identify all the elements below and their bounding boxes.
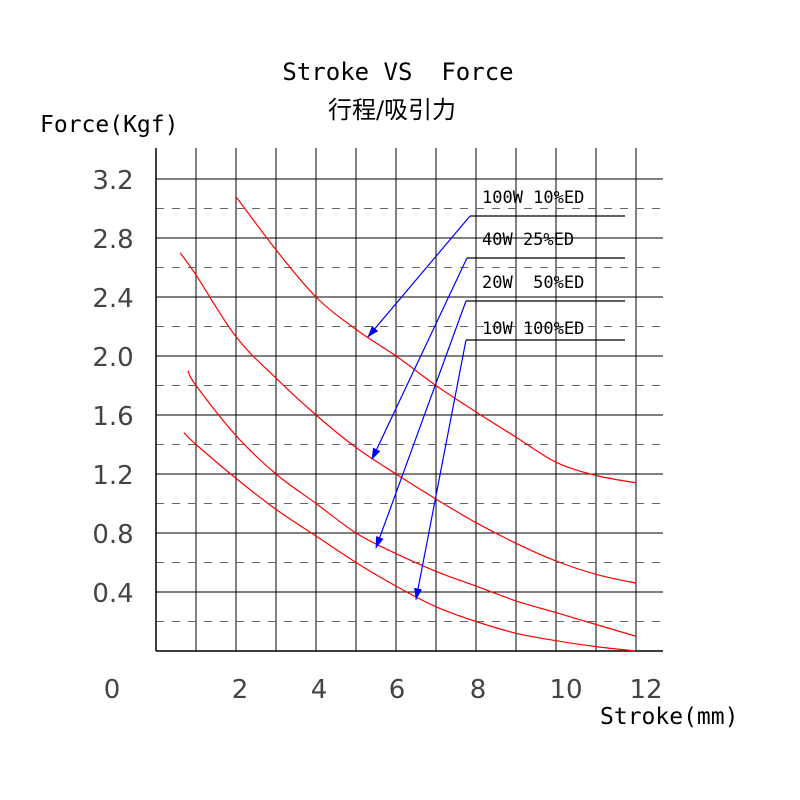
y-tick-label: 1.2	[92, 461, 133, 491]
x-tick-label: 8	[470, 675, 487, 705]
tick-layer: 0.4 0.8 1.2 1.6 2.0 2.4 2.8 3.2 0 2 4 6 8 10 12	[92, 166, 662, 705]
legend-label-4: 10W 100%ED	[482, 319, 584, 339]
curve-layer	[179, 196, 637, 652]
y-tick-label: 2.8	[92, 225, 133, 255]
legend-layer: 100W 10%ED 40W 25%ED 20W 50%ED 10W 100%ED	[367, 188, 625, 601]
grid-layer	[155, 148, 663, 652]
x-tick-label: 6	[389, 675, 406, 705]
legend-arrow-4	[414, 339, 467, 601]
y-tick-label: 2.0	[92, 343, 133, 373]
series-line-2	[179, 252, 637, 584]
series-line-1	[235, 196, 637, 484]
y-tick-label: 0.4	[92, 579, 133, 609]
y-tick-label: 0.8	[92, 520, 133, 550]
x-tick-label: 12	[629, 675, 662, 705]
legend-arrow-1	[367, 215, 471, 338]
chart-title: Stroke VS Force	[282, 58, 513, 86]
series-line-4	[183, 432, 637, 652]
x-tick-label: 0	[104, 675, 121, 705]
x-axis-label: Stroke(mm)	[600, 704, 738, 730]
y-axis-label: Force(Kgf)	[40, 112, 178, 138]
legend-arrow-3	[375, 300, 467, 549]
y-tick-label: 1.6	[92, 402, 133, 432]
series-line-3	[187, 370, 637, 637]
legend-label-1: 100W 10%ED	[482, 188, 584, 208]
x-tick-label: 4	[311, 675, 328, 705]
legend-label-2: 40W 25%ED	[482, 230, 574, 250]
x-tick-label: 10	[549, 675, 582, 705]
x-tick-label: 2	[232, 675, 249, 705]
legend-label-3: 20W 50%ED	[482, 273, 584, 293]
y-tick-label: 2.4	[92, 284, 133, 314]
y-tick-label: 3.2	[92, 166, 133, 196]
chart-subtitle: 行程/吸引力	[328, 96, 456, 124]
legend-arrow-2	[371, 257, 468, 461]
